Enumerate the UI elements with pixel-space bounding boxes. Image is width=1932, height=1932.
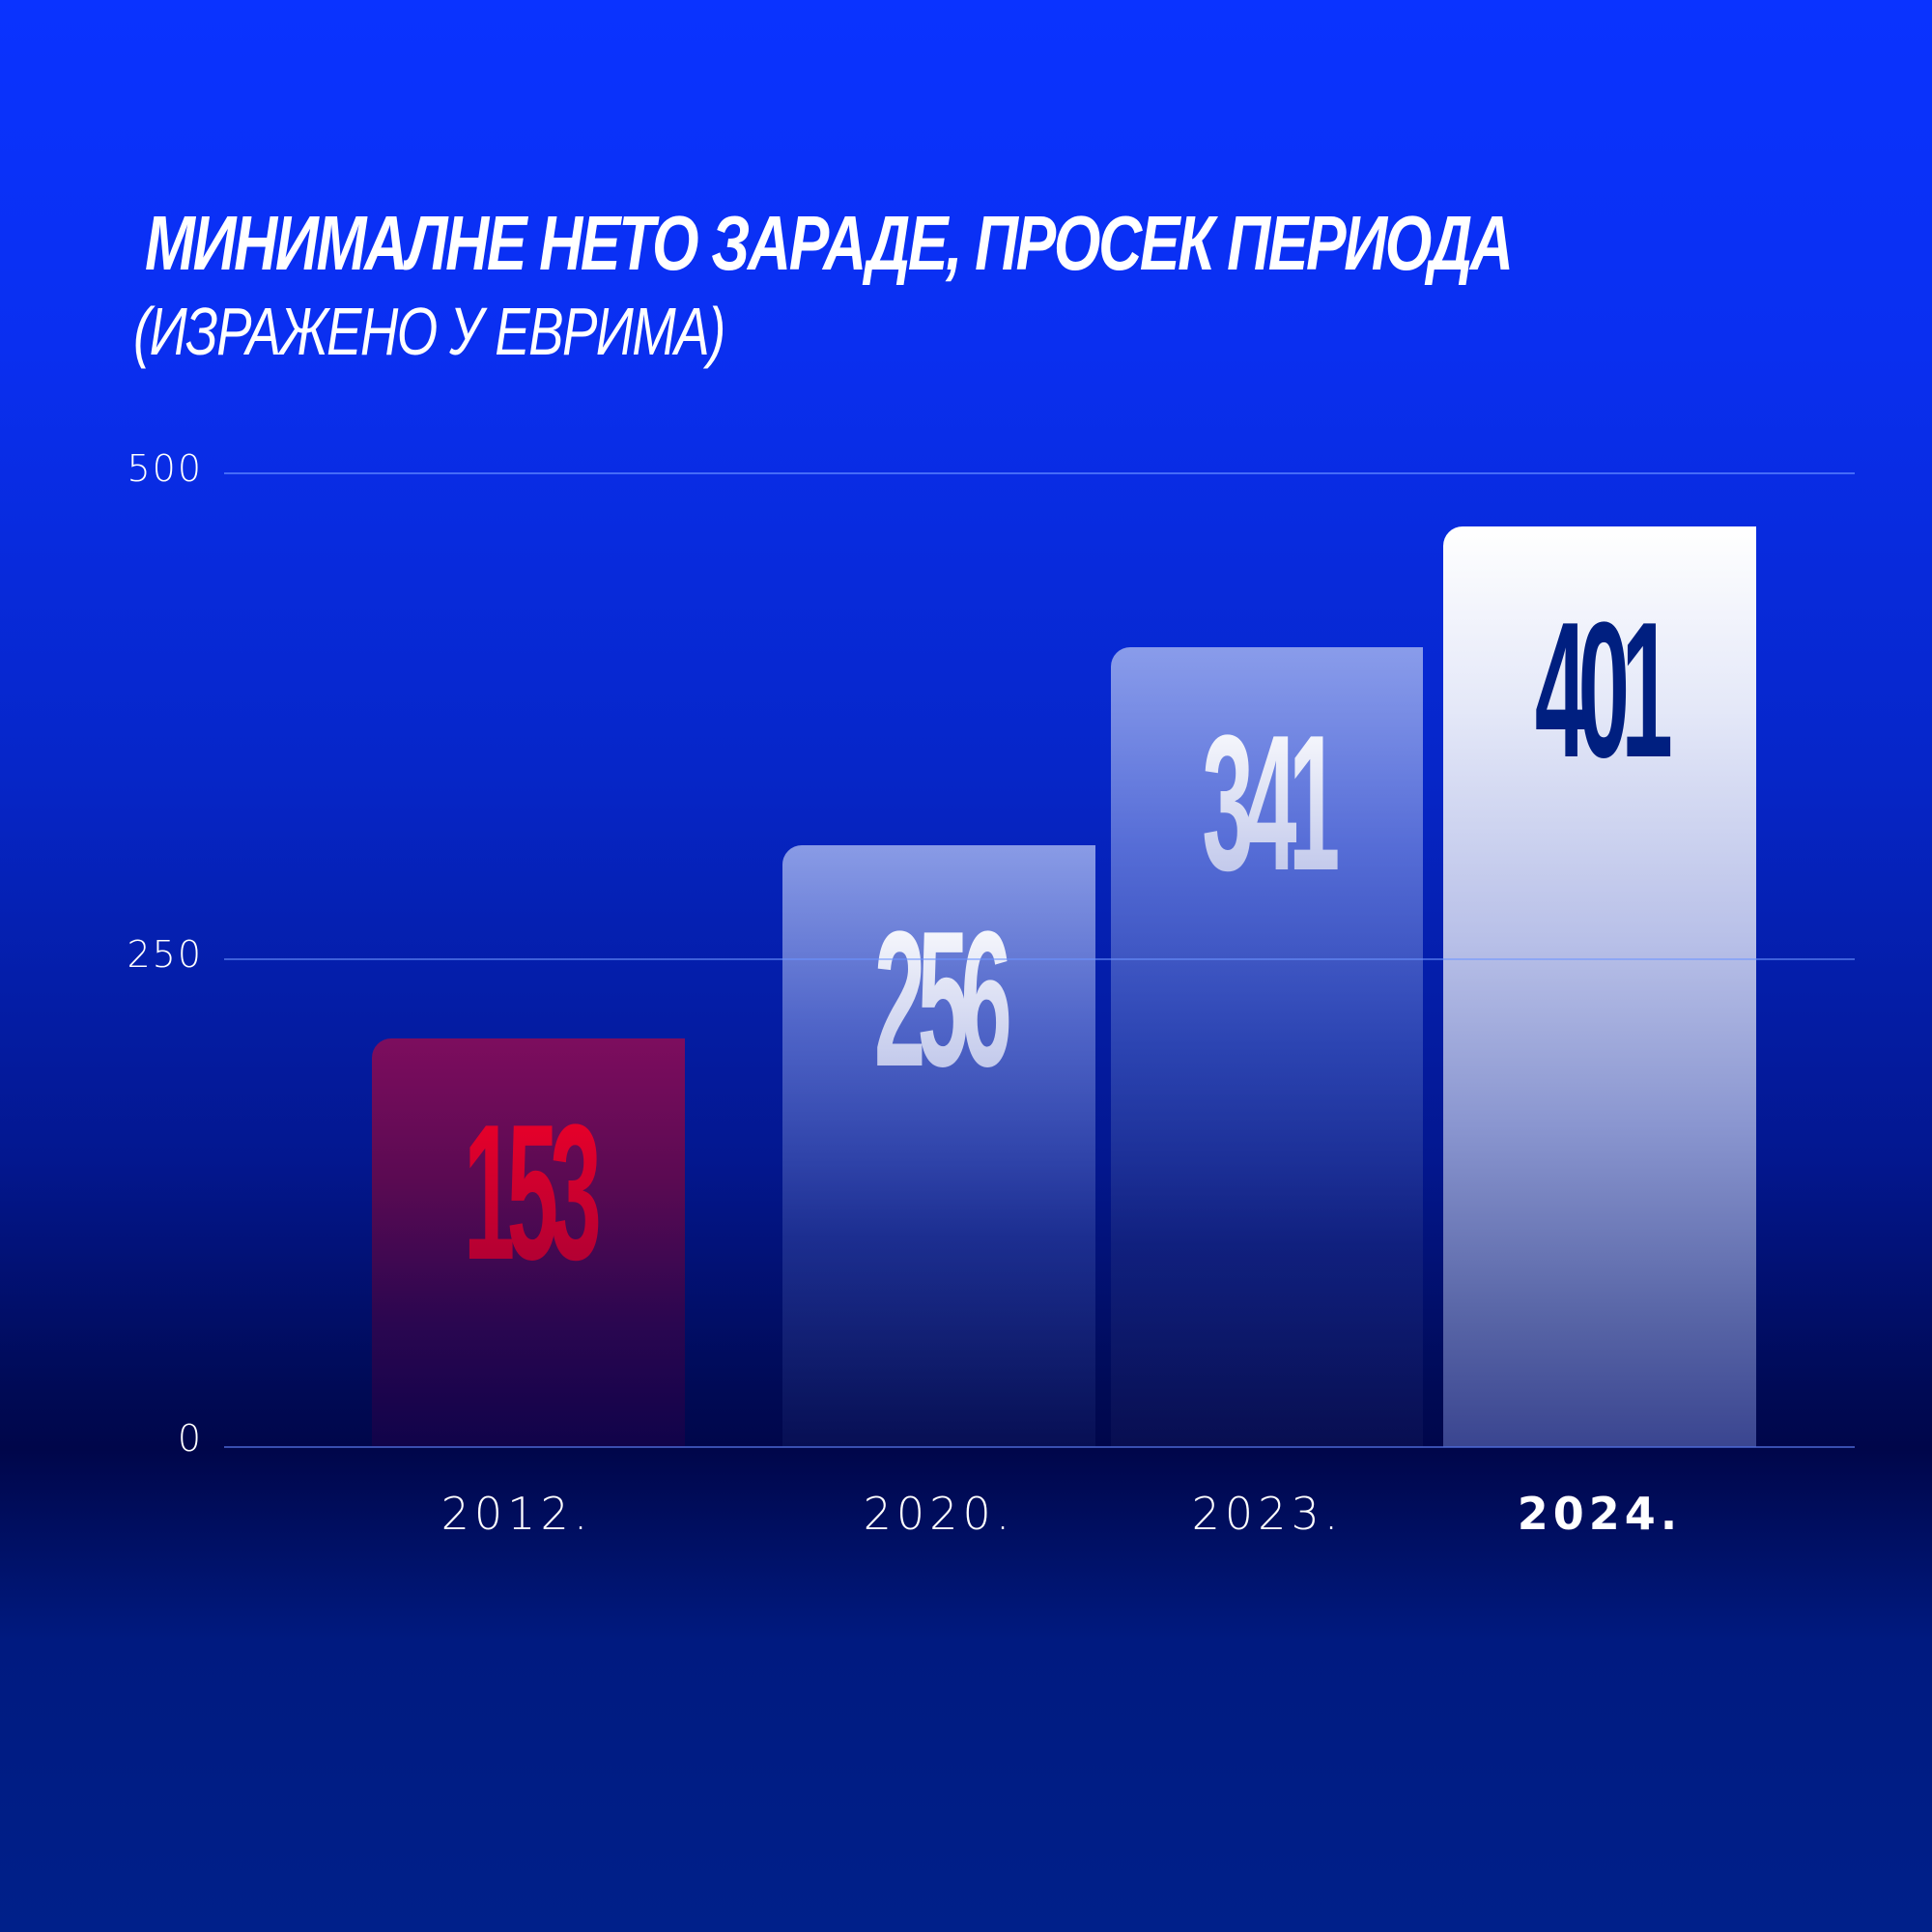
bar-2023: 341 (1111, 647, 1423, 1447)
bar-2020: 256 (782, 845, 1095, 1447)
y-tick-250: 250 (127, 933, 203, 976)
x-label-2012: 2012. (440, 1488, 593, 1540)
x-label-2023: 2023. (1191, 1488, 1344, 1540)
gridline-500 (224, 472, 1855, 474)
bar-2024: 401 (1443, 526, 1756, 1447)
gridline-0 (224, 1446, 1855, 1448)
gridline-250 (224, 958, 1855, 960)
bar-value-2012: 153 (453, 1096, 604, 1290)
y-tick-0: 0 (177, 1417, 203, 1460)
chart-title: МИНИМАЛНЕ НЕТО ЗАРАДЕ, ПРОСЕК ПЕРИОДА (145, 200, 1514, 286)
x-label-2024: 2024. (1517, 1488, 1683, 1540)
bar-value-2023: 341 (1192, 707, 1342, 900)
bar-value-2020: 256 (864, 903, 1014, 1096)
y-tick-500: 500 (127, 447, 203, 490)
chart-subtitle: (ИЗРАЖЕНО У ЕВРИМА) (133, 294, 725, 369)
bar-value-2024: 401 (1534, 582, 1673, 798)
bar-2012: 153 (372, 1038, 685, 1447)
x-label-2020: 2020. (863, 1488, 1015, 1540)
